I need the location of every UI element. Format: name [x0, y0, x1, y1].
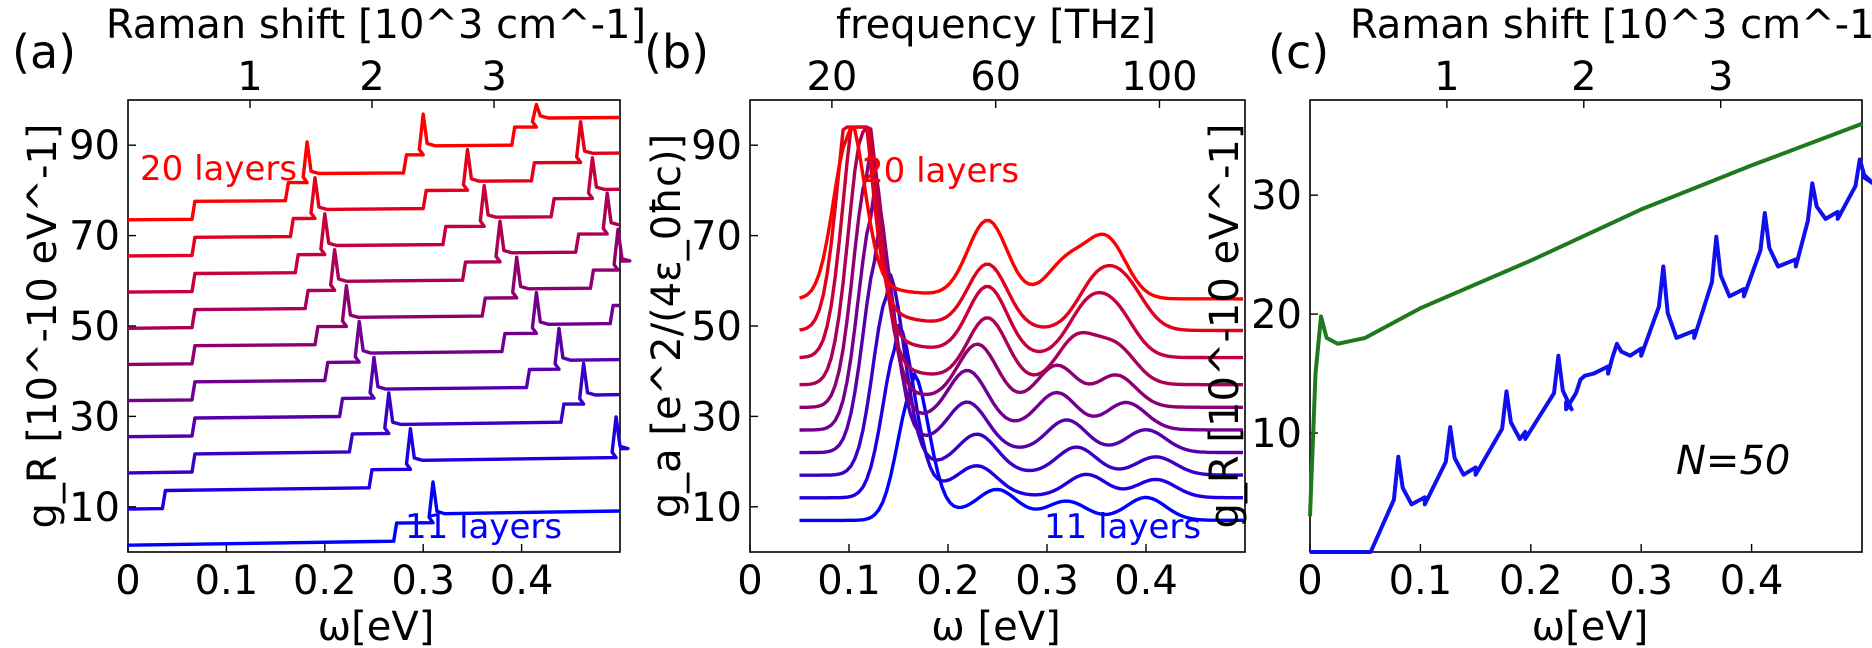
top-tick-label: 2 — [359, 54, 384, 100]
x-axis-title-a: ω[eV] — [318, 604, 435, 648]
top-axis-title-c: Raman shift [10^3 cm^-1] — [1350, 2, 1872, 48]
series-line-18-layers — [127, 156, 621, 294]
series-line-16-layers — [127, 227, 632, 367]
top-tick-label: 3 — [1708, 54, 1733, 100]
x-tick-label: 0.1 — [817, 558, 881, 604]
top-axis-title-a: Raman shift [10^3 cm^-1] — [106, 2, 646, 48]
series-line-11-layers — [799, 372, 1243, 523]
y-tick-label: 30 — [691, 394, 742, 440]
annotation-n50: N=50 — [1676, 438, 1790, 484]
x-tick-label: 0.4 — [1114, 558, 1178, 604]
y-axis-title-c: g_R [10^-10 eV^-1] — [1202, 124, 1248, 529]
panel-label-c: (c) — [1268, 25, 1329, 79]
panel-c-axes: 0 0.1 0.2 0.3 0.4 10 20 30 1 2 3 — [1251, 54, 1863, 604]
x-axis-title-b: ω [eV] — [931, 604, 1060, 648]
x-axis-title-c: ω[eV] — [1532, 604, 1649, 648]
panel-label-b: (b) — [644, 25, 709, 79]
x-tick-label: 0.3 — [1609, 558, 1673, 604]
series-line-20-layers — [127, 102, 621, 222]
x-tick-label: 0.2 — [916, 558, 980, 604]
series-line-19-layers — [799, 125, 1243, 333]
series-line-blue — [1310, 157, 1872, 554]
y-tick-label: 10 — [691, 485, 742, 531]
y-tick-label: 70 — [69, 214, 120, 260]
series-line-14-layers — [799, 228, 1243, 455]
y-axis-title-b: g_a [e^2/(4ε_0ħc)] — [644, 134, 690, 518]
top-tick-label: 20 — [806, 54, 857, 100]
series-line-13-layers — [127, 361, 621, 475]
annotation-20-layers-a: 20 layers — [140, 149, 297, 189]
top-tick-label: 2 — [1571, 54, 1596, 100]
y-tick-label: 10 — [1251, 411, 1302, 457]
y-axis-title-a: g_R [10^-10 eV^-1] — [20, 124, 66, 529]
y-tick-label: 10 — [69, 485, 120, 531]
y-tick-label: 30 — [69, 394, 120, 440]
x-tick-label: 0.2 — [293, 558, 357, 604]
annotation-11-layers-b: 11 layers — [1044, 507, 1201, 547]
y-tick-label: 50 — [691, 304, 742, 350]
x-tick-label: 0.1 — [1389, 558, 1453, 604]
panel-a-axes: 0 0.1 0.2 0.3 0.4 10 30 50 70 90 1 2 3 — [69, 54, 621, 604]
y-tick-label: 30 — [1251, 173, 1302, 219]
series-line-14-layers — [127, 326, 621, 439]
top-tick-label: 1 — [1434, 54, 1459, 100]
x-tick-label: 0.4 — [490, 558, 554, 604]
x-tick-label: 0.2 — [1499, 558, 1563, 604]
panel-b-axes: 0 0.1 0.2 0.3 0.4 10 30 50 70 90 20 60 100 — [691, 54, 1246, 604]
series-line-13-layers — [799, 273, 1243, 477]
panel-label-a: (a) — [12, 25, 76, 79]
series-line-12-layers — [799, 323, 1243, 500]
y-tick-label: 50 — [69, 304, 120, 350]
series-line-15-layers — [127, 290, 620, 403]
plot-frame — [1309, 99, 1863, 553]
y-tick-label: 90 — [691, 123, 742, 169]
series-line-20-layers — [799, 125, 1243, 301]
series-line-17-layers — [127, 191, 621, 330]
x-tick-label: 0.1 — [195, 558, 259, 604]
x-tick-label: 0 — [1297, 558, 1322, 604]
annotation-11-layers-a: 11 layers — [405, 507, 562, 547]
series-line-12-layers — [127, 415, 630, 511]
y-tick-label: 20 — [1251, 292, 1302, 338]
top-axis-title-b: frequency [THz] — [836, 2, 1156, 48]
x-tick-label: 0.4 — [1720, 558, 1784, 604]
annotation-20-layers-b: 20 layers — [862, 151, 1019, 191]
top-tick-label: 100 — [1121, 54, 1197, 100]
series-line-green — [1308, 121, 1863, 517]
y-tick-label: 70 — [691, 214, 742, 260]
x-tick-label: 0.3 — [391, 558, 455, 604]
top-tick-label: 60 — [970, 54, 1021, 100]
y-tick-label: 90 — [69, 123, 120, 169]
x-tick-label: 0 — [737, 558, 762, 604]
series-line-11-layers — [127, 480, 621, 547]
series-line-19-layers — [127, 120, 621, 258]
top-tick-label: 1 — [237, 54, 262, 100]
series-line-18-layers — [799, 125, 1243, 360]
top-tick-label: 3 — [481, 54, 506, 100]
x-tick-label: 0.3 — [1015, 558, 1079, 604]
x-tick-label: 0 — [115, 558, 140, 604]
